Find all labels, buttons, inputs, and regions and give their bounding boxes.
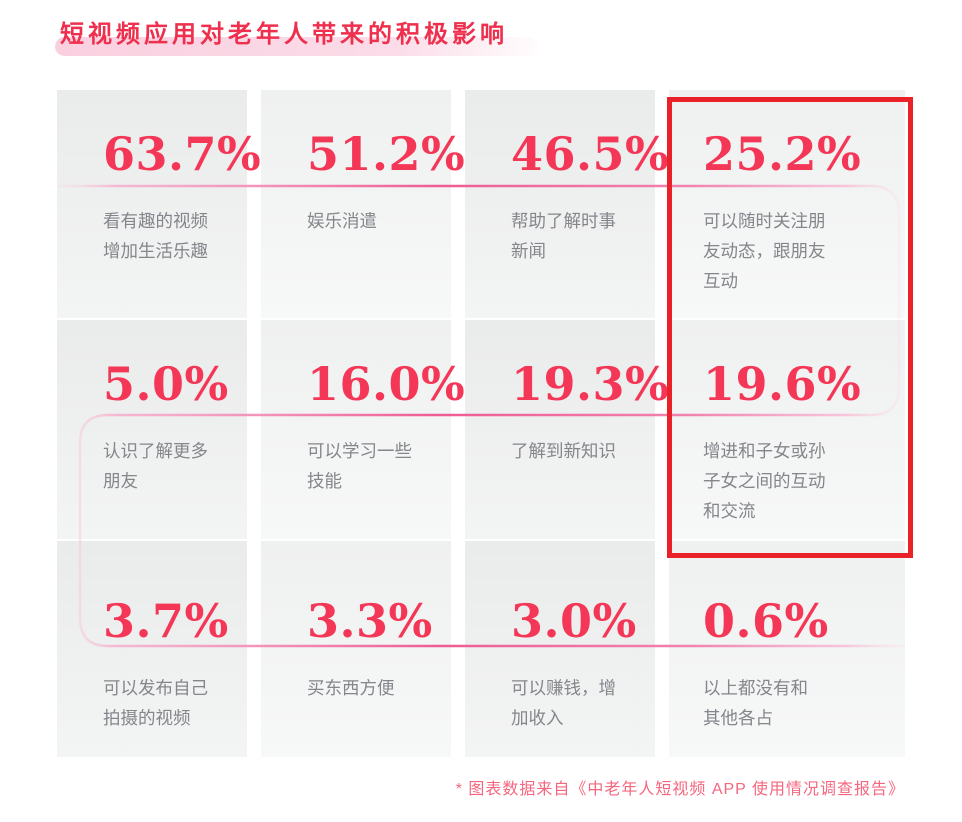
stat-value: 3.7% <box>103 594 229 648</box>
stat-cell: 19.3% 了解到新知识 <box>465 320 670 539</box>
stat-value: 5.0% <box>103 357 229 411</box>
stat-label: 帮助了解时事 新闻 <box>511 211 616 262</box>
stat-value: 16.0% <box>307 357 466 411</box>
stat-cell-highlighted: 25.2% 可以随时关注朋 友动态，跟朋友 互动 <box>669 90 905 318</box>
stat-cell: 16.0% 可以学习一些 技能 <box>261 320 466 539</box>
stat-label: 可以赚钱，增 加收入 <box>511 678 616 729</box>
stat-value: 63.7% <box>103 127 262 181</box>
stat-cell: 63.7% 看有趣的视频 增加生活乐趣 <box>57 90 262 318</box>
stat-cell: 3.0% 可以赚钱，增 加收入 <box>465 541 655 757</box>
stat-value: 3.3% <box>307 594 433 648</box>
stat-cell: 3.3% 买东西方便 <box>261 541 451 757</box>
stat-label: 可以随时关注朋 友动态，跟朋友 互动 <box>703 211 826 292</box>
stat-label: 娱乐消遣 <box>307 211 377 232</box>
stat-label: 可以发布自己 拍摄的视频 <box>103 678 208 729</box>
stat-cell: 46.5% 帮助了解时事 新闻 <box>465 90 670 318</box>
source-note: * 图表数据来自《中老年人短视频 APP 使用情况调查报告》 <box>455 781 905 798</box>
stat-value: 19.6% <box>703 357 862 411</box>
stat-label: 了解到新知识 <box>511 441 616 462</box>
stat-cell-highlighted: 19.6% 增进和子女或孙 子女之间的互动 和交流 <box>669 320 905 539</box>
stat-label: 增进和子女或孙 子女之间的互动 和交流 <box>703 441 826 522</box>
stat-value: 25.2% <box>703 127 862 181</box>
stat-cell: 0.6% 以上都没有和 其他各占 <box>669 541 905 757</box>
stat-value: 3.0% <box>511 594 637 648</box>
stat-value: 0.6% <box>703 594 829 648</box>
stat-value: 46.5% <box>511 127 670 181</box>
title-highlight-bar <box>55 37 539 56</box>
stat-label: 买东西方便 <box>307 678 395 699</box>
stat-label: 以上都没有和 其他各占 <box>703 678 808 729</box>
stat-cell: 5.0% 认识了解更多 朋友 <box>57 320 247 539</box>
stat-label: 看有趣的视频 增加生活乐趣 <box>103 211 208 262</box>
stats-grid: 63.7% 看有趣的视频 增加生活乐趣 51.2% 娱乐消遣 46.5% 帮助了… <box>57 90 905 757</box>
stat-label: 认识了解更多 朋友 <box>103 441 208 492</box>
stat-value: 51.2% <box>307 127 466 181</box>
stat-value: 19.3% <box>511 357 670 411</box>
stat-label: 可以学习一些 技能 <box>307 441 412 492</box>
stat-cell: 3.7% 可以发布自己 拍摄的视频 <box>57 541 247 757</box>
stat-cell: 51.2% 娱乐消遣 <box>261 90 466 318</box>
page-title: 短视频应用对老年人带来的积极影响 <box>60 21 508 48</box>
